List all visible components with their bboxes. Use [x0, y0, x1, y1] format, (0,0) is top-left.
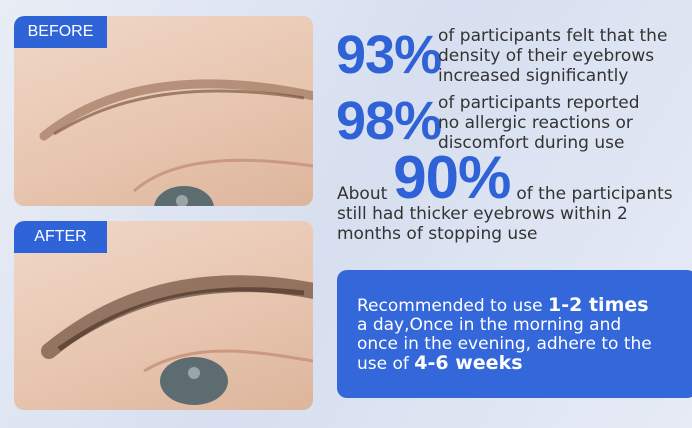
stat-line: of participants felt that the — [438, 26, 668, 46]
stat-line: months of stopping use — [337, 224, 538, 244]
rec-text: Recommended to use — [357, 296, 549, 316]
after-label: AFTER — [14, 221, 107, 253]
rec-duration: 4-6 weeks — [414, 352, 523, 374]
stat-93-text: of participants felt that the density of… — [438, 26, 667, 86]
stat-line: increased significantly — [438, 66, 629, 86]
stat-93-value: 93% — [336, 25, 442, 85]
eye-after-illustration — [41, 275, 313, 405]
stat-90-value: 90% — [393, 144, 511, 211]
stat-line: discomfort during use — [438, 133, 625, 153]
rec-text: use of — [357, 354, 415, 374]
rec-text: a day,Once in the morning and — [357, 315, 622, 335]
stat-line: of participants reported — [438, 93, 640, 113]
recommendation-box: Recommended to use 1-2 times a day,Once … — [337, 270, 692, 398]
stat-90: About 90% of the participants still had … — [337, 148, 673, 245]
eye-before-illustration — [39, 79, 313, 206]
stat-90-prefix: About — [337, 184, 388, 204]
stat-line: of the participants — [516, 184, 673, 204]
rec-text: once in the evening, adhere to the — [357, 334, 652, 354]
before-label: BEFORE — [14, 16, 107, 48]
after-photo: AFTER — [14, 221, 313, 410]
stat-98-text: of participants reported no allergic rea… — [438, 93, 640, 153]
stat-line: no allergic reactions or — [438, 113, 633, 133]
stat-98-value: 98% — [336, 91, 442, 151]
stat-line: still had thicker eyebrows within 2 — [337, 204, 628, 224]
stat-line: density of their eyebrows — [438, 46, 655, 66]
rec-frequency: 1-2 times — [548, 294, 649, 316]
before-photo: BEFORE — [14, 16, 313, 206]
